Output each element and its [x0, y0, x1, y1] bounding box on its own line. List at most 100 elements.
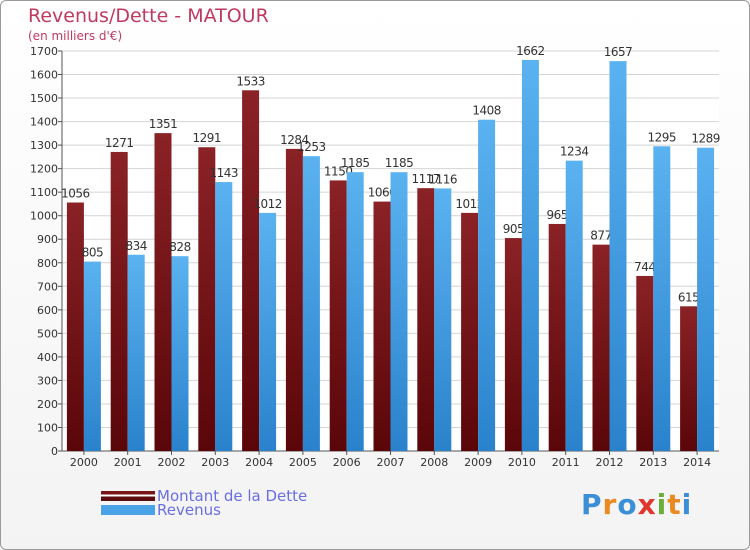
- bar-dette: [592, 244, 610, 451]
- legend-swatch-dette: [101, 491, 155, 501]
- y-tick-label: 300: [37, 374, 58, 387]
- data-label: 1408: [472, 104, 501, 118]
- y-tick-label: 400: [37, 351, 58, 364]
- data-label: 805: [82, 246, 103, 260]
- bar-dette: [242, 90, 260, 451]
- data-label: 1289: [691, 132, 720, 146]
- legend-label-dette: Montant de la Dette: [157, 487, 308, 505]
- bar-revenus: [478, 119, 496, 452]
- x-tick-label: 2001: [114, 456, 142, 469]
- legend-item-revenus: Revenus: [101, 501, 221, 519]
- data-label: 1662: [516, 44, 545, 58]
- data-label: 1185: [385, 156, 414, 170]
- bar-dette: [329, 180, 347, 452]
- x-tick-label: 2012: [596, 456, 624, 469]
- bar-dette: [548, 223, 566, 451]
- x-tick-label: 2014: [683, 456, 711, 469]
- y-tick-label: 600: [37, 304, 58, 317]
- bar-revenus: [565, 160, 583, 451]
- data-label: 744: [634, 260, 655, 274]
- y-tick-label: 900: [37, 233, 58, 246]
- y-tick-label: 1400: [30, 116, 58, 129]
- bar-dette: [154, 133, 172, 451]
- data-label: 877: [590, 229, 611, 243]
- y-tick-label: 200: [37, 398, 58, 411]
- x-tick-label: 2006: [333, 456, 361, 469]
- legend-item-dette: Montant de la Dette: [101, 487, 308, 505]
- data-label: 1150: [324, 164, 353, 178]
- bar-revenus: [83, 261, 101, 451]
- bar-dette: [110, 151, 128, 452]
- x-tick-label: 2005: [289, 456, 317, 469]
- data-label: 1253: [297, 140, 326, 154]
- x-tick-label: 2008: [420, 456, 448, 469]
- y-tick-label: 100: [37, 421, 58, 434]
- bar-dette: [636, 275, 654, 451]
- y-tick-label: 0: [51, 445, 58, 458]
- bar-revenus: [302, 156, 320, 452]
- data-label: 965: [546, 208, 567, 222]
- y-tick-label: 1700: [30, 45, 58, 58]
- data-label: 1295: [648, 130, 677, 144]
- bar-revenus: [697, 147, 715, 452]
- data-label: 1117: [412, 172, 441, 186]
- data-label: 1291: [193, 131, 222, 145]
- y-tick-label: 800: [37, 257, 58, 270]
- data-label: 1143: [210, 166, 239, 180]
- x-tick-label: 2013: [639, 456, 667, 469]
- x-tick-label: 2010: [508, 456, 536, 469]
- data-label: 1271: [105, 136, 134, 150]
- chart-subtitle: (en milliers d'€): [28, 29, 123, 43]
- data-label: 1060: [368, 186, 397, 200]
- x-tick-label: 2007: [377, 456, 405, 469]
- bar-revenus: [346, 172, 364, 452]
- bar-revenus: [390, 172, 408, 452]
- bar-revenus: [609, 61, 627, 451]
- data-label: 834: [125, 239, 146, 253]
- data-label: 1012: [455, 197, 484, 211]
- data-label: 1351: [149, 117, 178, 131]
- bar-revenus: [171, 256, 189, 451]
- x-tick-label: 2011: [552, 456, 580, 469]
- proxiti-logo: Proxiti: [581, 488, 693, 521]
- y-tick-label: 1500: [30, 92, 58, 105]
- x-tick-label: 2004: [245, 456, 273, 469]
- bar-dette: [680, 306, 698, 451]
- bar-revenus: [215, 182, 233, 451]
- data-label: 1012: [253, 197, 282, 211]
- data-label: 1185: [341, 156, 370, 170]
- bar-revenus: [653, 146, 671, 451]
- y-tick-label: 1600: [30, 69, 58, 82]
- bar-dette: [504, 238, 522, 451]
- bar-revenus: [127, 254, 145, 451]
- y-tick-label: 500: [37, 327, 58, 340]
- data-label: 1056: [61, 187, 90, 201]
- legend-label-revenus: Revenus: [157, 501, 221, 519]
- data-label: 615: [678, 290, 699, 304]
- y-tick-label: 1200: [30, 163, 58, 176]
- chart-title: Revenus/Dette - MATOUR: [28, 5, 269, 27]
- bar-revenus: [521, 59, 539, 452]
- bar-revenus: [434, 188, 452, 452]
- bar-dette: [66, 202, 84, 451]
- data-label: 1284: [280, 133, 309, 147]
- data-label: 1657: [604, 45, 633, 59]
- x-tick-label: 2009: [464, 456, 492, 469]
- x-tick-label: 2003: [201, 456, 229, 469]
- bar-dette: [285, 148, 303, 451]
- y-tick-label: 1100: [30, 186, 58, 199]
- x-tick-label: 2000: [70, 456, 98, 469]
- data-label: 1116: [429, 172, 458, 186]
- bar-revenus: [259, 212, 277, 451]
- legend-swatch-revenus: [101, 505, 155, 515]
- y-tick-label: 1300: [30, 139, 58, 152]
- y-tick-label: 1000: [30, 210, 58, 223]
- data-label: 1234: [560, 145, 589, 159]
- x-tick-label: 2002: [158, 456, 186, 469]
- data-label: 905: [503, 222, 524, 236]
- bar-dette: [417, 188, 435, 452]
- bar-dette: [373, 201, 391, 451]
- bar-dette: [461, 212, 479, 451]
